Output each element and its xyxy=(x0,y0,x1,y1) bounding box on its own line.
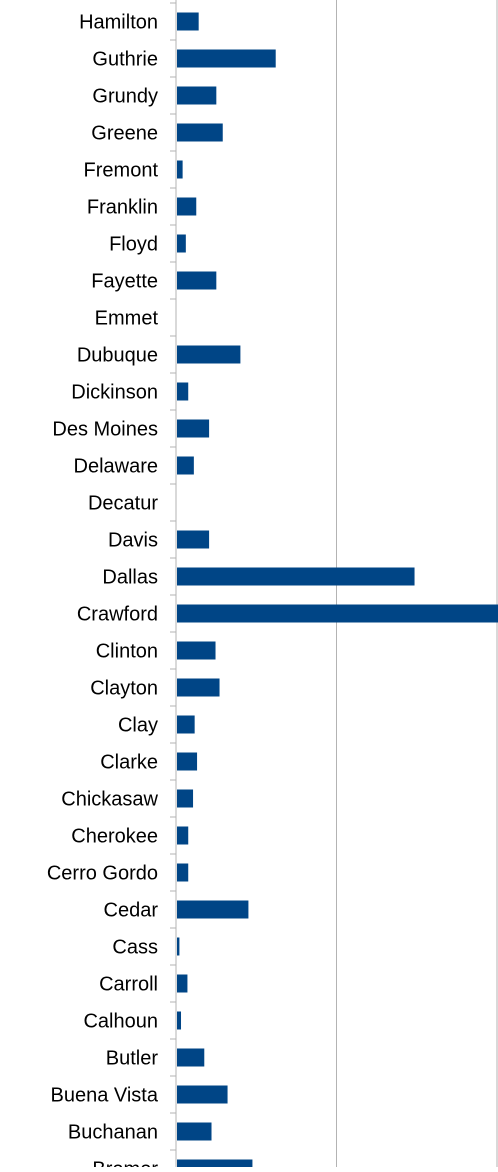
category-label: Buchanan xyxy=(68,1122,158,1144)
bar-des-moines xyxy=(177,419,210,438)
category-label: Decatur xyxy=(88,493,158,515)
category-label: Calhoun xyxy=(83,1011,158,1033)
category-label: Carroll xyxy=(99,974,158,996)
bar-bremer xyxy=(177,1159,253,1172)
category-label: Delaware xyxy=(74,456,158,478)
y-axis xyxy=(170,0,177,1167)
bar-buena-vista xyxy=(177,1085,228,1104)
bar-delaware xyxy=(177,456,194,475)
category-label: Dallas xyxy=(102,567,158,589)
category-label: Cerro Gordo xyxy=(47,863,158,885)
bar-dallas xyxy=(177,567,415,586)
category-label: Grundy xyxy=(92,86,158,108)
bar-butler xyxy=(177,1048,205,1067)
bar-calhoun xyxy=(177,1011,182,1030)
category-label: Floyd xyxy=(109,234,158,256)
category-label: Crawford xyxy=(77,604,158,626)
bar-fremont xyxy=(177,160,183,179)
bar-franklin xyxy=(177,197,197,216)
category-label: Cherokee xyxy=(71,826,158,848)
bar-floyd xyxy=(177,234,186,253)
bar-guthrie xyxy=(177,49,276,68)
category-label: Des Moines xyxy=(52,419,158,441)
bar-grundy xyxy=(177,86,217,105)
bar-greene xyxy=(177,123,223,142)
category-label: Chickasaw xyxy=(61,789,158,811)
bar-dickinson xyxy=(177,382,189,401)
bar-hamilton xyxy=(177,12,199,31)
bar-clay xyxy=(177,715,195,734)
category-label: Clay xyxy=(118,715,158,737)
category-label: Fayette xyxy=(91,271,158,293)
bar-clarke xyxy=(177,752,198,771)
bar-chickasaw xyxy=(177,789,194,808)
category-label: Fremont xyxy=(84,160,159,182)
bar-cass xyxy=(177,937,180,956)
category-label: Davis xyxy=(108,530,158,552)
bar-cerro-gordo xyxy=(177,863,189,882)
category-label: Greene xyxy=(91,123,158,145)
bars xyxy=(177,12,498,1172)
category-label: Buena Vista xyxy=(51,1085,159,1107)
bar-clayton xyxy=(177,678,220,697)
category-label: Franklin xyxy=(87,197,158,219)
bar-clinton xyxy=(177,641,216,660)
category-label: Bremer xyxy=(92,1159,158,1168)
bar-crawford xyxy=(177,604,498,623)
bar-fayette xyxy=(177,271,217,290)
bar-buchanan xyxy=(177,1122,212,1141)
category-labels: Hamilton Guthrie Grundy Greene Fremont Frankl… xyxy=(47,12,159,1172)
bar-cherokee xyxy=(177,826,189,845)
category-label: Clayton xyxy=(90,678,158,700)
bar-dubuque xyxy=(177,345,241,364)
category-label: Dickinson xyxy=(71,382,158,404)
category-label: Clarke xyxy=(100,752,158,774)
category-label: Butler xyxy=(106,1048,159,1070)
category-label: Emmet xyxy=(95,308,159,330)
bar-cedar xyxy=(177,900,249,919)
category-label: Cass xyxy=(112,937,158,959)
category-label: Dubuque xyxy=(77,345,158,367)
category-label: Hamilton xyxy=(79,12,158,34)
category-label: Clinton xyxy=(96,641,158,663)
category-label: Guthrie xyxy=(92,49,158,71)
category-label: Cedar xyxy=(104,900,159,922)
bar-davis xyxy=(177,530,210,549)
bar-carroll xyxy=(177,974,188,993)
